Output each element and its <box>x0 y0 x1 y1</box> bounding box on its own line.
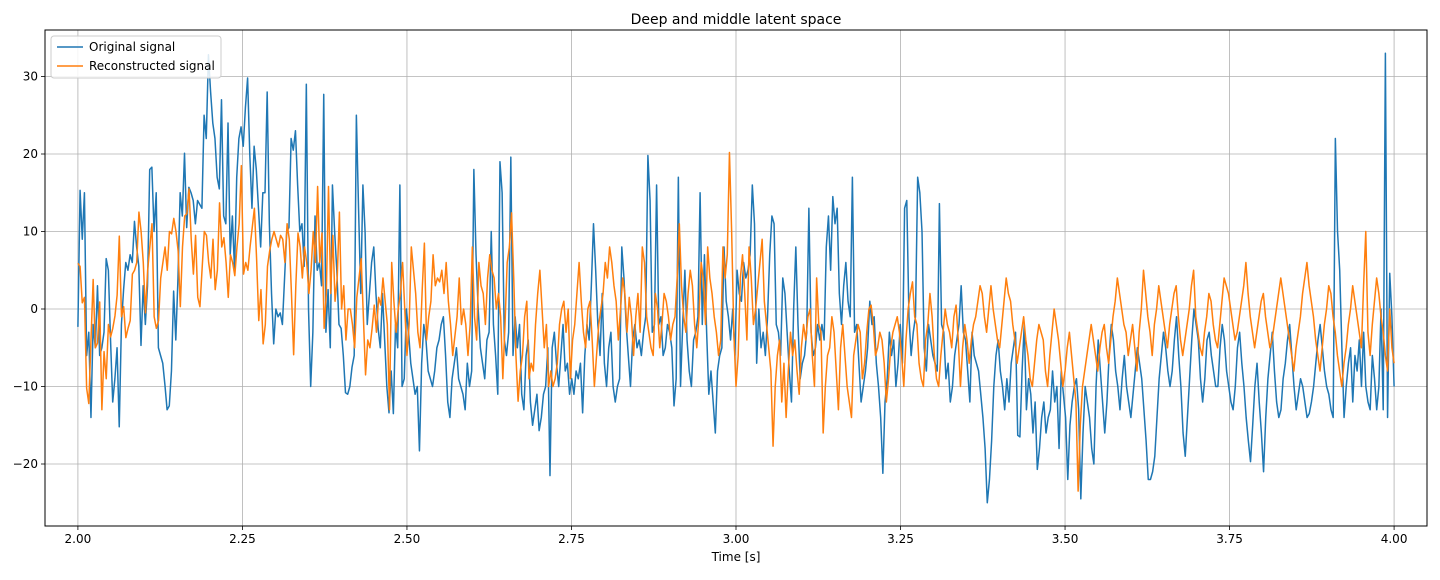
legend-label: Original signal <box>89 40 175 54</box>
legend: Original signal Reconstructed signal <box>50 35 222 79</box>
x-axis-label: Time [s] <box>711 550 761 564</box>
y-tick-label: −20 <box>13 457 38 471</box>
x-tick-label: 2.75 <box>558 532 585 546</box>
y-tick-label: −10 <box>13 380 38 394</box>
x-tick-label: 2.25 <box>229 532 256 546</box>
x-tick-label: 2.50 <box>394 532 421 546</box>
legend-box <box>50 35 222 79</box>
y-tick-label: 30 <box>23 70 38 84</box>
legend-label: Reconstructed signal <box>89 59 215 73</box>
x-tick-label: 2.00 <box>65 532 92 546</box>
y-tick-label: 0 <box>30 302 38 316</box>
x-tick-label: 3.00 <box>723 532 750 546</box>
series-line-original-signal <box>77 52 1395 504</box>
series-line-reconstructed-signal <box>77 151 1395 492</box>
x-tick-label: 3.50 <box>1052 532 1079 546</box>
chart-title: Deep and middle latent space <box>631 12 842 28</box>
y-axis-ticks: −20 −10 0 10 20 30 <box>13 70 45 471</box>
x-tick-label: 3.25 <box>887 532 914 546</box>
y-tick-label: 20 <box>23 147 38 161</box>
x-tick-label: 4.00 <box>1381 532 1408 546</box>
x-axis-ticks: 2.00 2.25 2.50 2.75 3.00 3.25 3.50 3.75 4.00 <box>65 526 1408 546</box>
y-tick-label: 10 <box>23 225 38 239</box>
series-lines <box>77 52 1395 504</box>
grid <box>45 30 1427 526</box>
x-tick-label: 3.75 <box>1216 532 1243 546</box>
